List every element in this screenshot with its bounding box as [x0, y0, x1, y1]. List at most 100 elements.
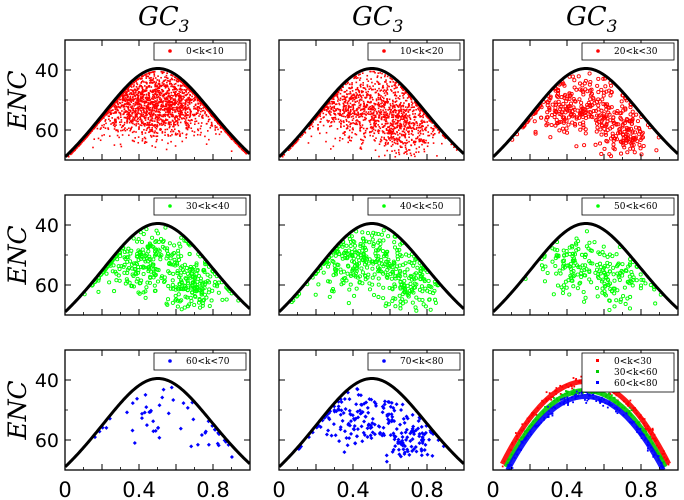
data-point	[179, 91, 182, 93]
data-point	[426, 121, 428, 123]
data-point	[390, 127, 393, 130]
data-point	[402, 130, 404, 133]
data-point	[221, 127, 224, 129]
data-point	[372, 98, 374, 101]
data-point	[159, 123, 161, 126]
data-point	[199, 104, 202, 107]
data-point	[356, 100, 359, 102]
data-point	[135, 93, 138, 96]
data-point	[116, 105, 118, 108]
data-point	[371, 117, 373, 120]
y-tick-label: 40	[35, 215, 59, 237]
data-point	[152, 77, 155, 80]
data-point	[578, 87, 583, 92]
data-point	[373, 124, 375, 127]
data-point	[149, 128, 151, 131]
data-point	[319, 132, 321, 135]
data-point	[122, 249, 127, 254]
data-point	[149, 243, 154, 248]
data-point	[341, 95, 344, 98]
data-point	[197, 98, 200, 101]
data-point	[99, 128, 102, 130]
data-point	[398, 151, 400, 154]
scatter-series-10<k<20	[281, 70, 458, 158]
scatter-series-0<k<10	[67, 70, 248, 158]
data-point	[391, 99, 394, 102]
data-point	[132, 118, 134, 120]
data-point	[171, 119, 174, 122]
data-point	[579, 100, 584, 105]
data-point	[142, 98, 145, 101]
data-point	[371, 230, 376, 235]
data-point	[383, 104, 385, 107]
data-point	[392, 110, 394, 113]
data-point	[166, 85, 169, 88]
data-point	[390, 112, 392, 114]
data-point	[413, 106, 416, 108]
data-point	[154, 104, 157, 106]
data-point	[595, 117, 600, 122]
data-point	[176, 257, 182, 262]
data-point	[138, 98, 140, 101]
data-point	[427, 117, 430, 120]
data-point	[162, 113, 165, 116]
data-point	[167, 107, 170, 110]
data-point	[130, 84, 132, 87]
data-point	[333, 105, 336, 108]
data-point	[393, 137, 395, 140]
data-point	[404, 146, 407, 149]
data-point	[99, 119, 102, 122]
data-point	[396, 126, 398, 128]
data-point	[359, 122, 361, 124]
data-point	[135, 124, 137, 127]
data-point	[169, 110, 171, 112]
data-point	[374, 83, 376, 85]
data-point	[126, 102, 129, 104]
data-point	[200, 125, 202, 127]
data-point	[128, 127, 130, 130]
data-point	[127, 114, 129, 116]
data-point	[130, 121, 133, 124]
data-point	[385, 139, 388, 142]
data-point	[355, 119, 357, 122]
data-point	[555, 92, 561, 97]
data-point	[114, 101, 117, 103]
data-point	[154, 117, 157, 120]
data-point	[384, 108, 387, 111]
data-point	[415, 104, 417, 107]
data-point	[145, 101, 148, 104]
data-point	[160, 92, 163, 95]
data-point	[156, 108, 158, 110]
axis-ticks	[492, 39, 679, 161]
data-point	[417, 132, 420, 134]
data-point	[617, 111, 623, 116]
data-point	[362, 132, 365, 135]
data-point	[173, 103, 176, 106]
data-point	[176, 120, 179, 122]
data-point	[331, 273, 336, 278]
data-point	[347, 81, 349, 84]
data-point	[200, 108, 203, 110]
data-point	[395, 152, 397, 154]
data-point	[137, 103, 139, 106]
data-point	[179, 95, 182, 97]
data-point	[638, 137, 643, 142]
data-point	[404, 110, 407, 113]
data-point	[145, 81, 147, 84]
data-point	[387, 109, 389, 111]
data-point	[127, 107, 130, 110]
data-point	[387, 136, 390, 138]
data-point	[399, 109, 401, 111]
data-point	[376, 276, 381, 281]
data-point	[152, 273, 158, 278]
data-point	[566, 115, 571, 120]
data-point	[393, 132, 396, 135]
data-point	[352, 127, 354, 129]
data-point	[120, 104, 123, 106]
data-point	[336, 107, 339, 110]
data-point	[379, 90, 382, 92]
data-point	[390, 108, 393, 111]
data-point	[184, 104, 186, 106]
data-point	[175, 120, 178, 122]
data-point	[163, 79, 166, 82]
